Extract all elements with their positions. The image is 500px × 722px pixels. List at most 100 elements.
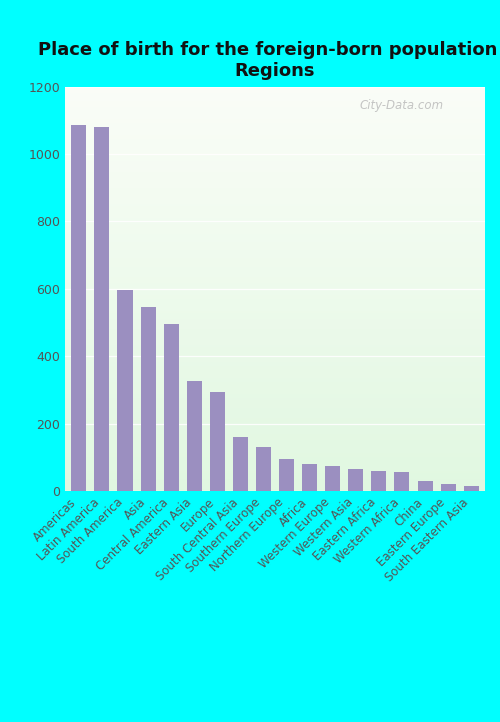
Bar bbox=[65, 394, 485, 396]
Bar bbox=[65, 344, 485, 345]
Bar bbox=[65, 313, 485, 315]
Bar bbox=[65, 153, 485, 155]
Bar bbox=[65, 87, 485, 89]
Bar bbox=[186, 381, 202, 491]
Title: Place of birth for the foreign-born population -
Regions: Place of birth for the foreign-born popu… bbox=[38, 40, 500, 79]
Bar bbox=[65, 309, 485, 311]
Bar bbox=[65, 357, 485, 360]
Bar bbox=[65, 281, 485, 283]
Bar bbox=[65, 335, 485, 337]
Text: City-Data.com: City-Data.com bbox=[359, 99, 443, 112]
Bar bbox=[65, 107, 485, 109]
Bar bbox=[65, 489, 485, 491]
Bar bbox=[65, 143, 485, 145]
Bar bbox=[65, 190, 485, 192]
Bar bbox=[65, 163, 485, 165]
Bar bbox=[65, 365, 485, 367]
Bar bbox=[65, 453, 485, 455]
Bar bbox=[65, 240, 485, 243]
Bar bbox=[65, 315, 485, 317]
Bar bbox=[65, 214, 485, 216]
Bar bbox=[65, 386, 485, 388]
Bar bbox=[65, 331, 485, 334]
Bar bbox=[65, 256, 485, 258]
Bar bbox=[65, 234, 485, 236]
Bar bbox=[65, 372, 485, 374]
Bar bbox=[65, 103, 485, 105]
Bar bbox=[65, 390, 485, 392]
Bar bbox=[65, 334, 485, 335]
Bar bbox=[65, 443, 485, 445]
Bar bbox=[65, 251, 485, 253]
Bar bbox=[65, 182, 485, 183]
Bar bbox=[65, 135, 485, 137]
Bar bbox=[65, 238, 485, 240]
Bar bbox=[65, 208, 485, 210]
Bar bbox=[65, 342, 485, 344]
Bar bbox=[65, 303, 485, 305]
Bar bbox=[65, 451, 485, 453]
Bar bbox=[65, 483, 485, 485]
Bar bbox=[65, 307, 485, 309]
Bar bbox=[65, 473, 485, 475]
Bar bbox=[65, 133, 485, 135]
Bar bbox=[65, 192, 485, 193]
Bar bbox=[65, 271, 485, 273]
Bar bbox=[65, 400, 485, 402]
Bar bbox=[65, 212, 485, 214]
Bar bbox=[65, 392, 485, 394]
Bar bbox=[65, 479, 485, 481]
Bar bbox=[65, 125, 485, 127]
Bar bbox=[65, 416, 485, 418]
Bar bbox=[65, 323, 485, 325]
Bar bbox=[65, 374, 485, 375]
Bar bbox=[65, 149, 485, 152]
Bar bbox=[65, 253, 485, 254]
Bar bbox=[65, 254, 485, 256]
Bar bbox=[464, 486, 478, 491]
Bar bbox=[65, 293, 485, 295]
Bar bbox=[65, 263, 485, 264]
Bar bbox=[118, 290, 132, 491]
Bar bbox=[65, 173, 485, 175]
Bar bbox=[65, 396, 485, 398]
Bar bbox=[210, 391, 225, 491]
Bar bbox=[440, 484, 456, 491]
Bar bbox=[65, 261, 485, 263]
Bar bbox=[65, 139, 485, 142]
Bar bbox=[65, 426, 485, 428]
Bar bbox=[65, 155, 485, 157]
Bar bbox=[65, 188, 485, 190]
Bar bbox=[65, 352, 485, 354]
Bar bbox=[65, 321, 485, 323]
Bar bbox=[65, 404, 485, 406]
Bar bbox=[65, 131, 485, 133]
Bar bbox=[65, 277, 485, 279]
Bar bbox=[65, 109, 485, 111]
Bar bbox=[65, 408, 485, 410]
Bar bbox=[65, 137, 485, 139]
Bar bbox=[65, 295, 485, 297]
Bar bbox=[65, 142, 485, 143]
Bar bbox=[65, 337, 485, 339]
Bar bbox=[65, 243, 485, 244]
Bar bbox=[65, 463, 485, 465]
Bar bbox=[65, 406, 485, 408]
Bar bbox=[65, 430, 485, 432]
Bar bbox=[65, 398, 485, 400]
Bar bbox=[65, 418, 485, 420]
Bar bbox=[348, 469, 364, 491]
Bar bbox=[65, 446, 485, 448]
Bar bbox=[65, 458, 485, 461]
Bar bbox=[65, 284, 485, 287]
Bar bbox=[65, 274, 485, 277]
Bar bbox=[65, 97, 485, 99]
Bar bbox=[65, 339, 485, 342]
Bar bbox=[65, 152, 485, 153]
Bar bbox=[65, 349, 485, 352]
Bar bbox=[65, 172, 485, 173]
Bar bbox=[65, 168, 485, 170]
Bar bbox=[65, 200, 485, 202]
Bar bbox=[65, 297, 485, 299]
Bar bbox=[394, 472, 409, 491]
